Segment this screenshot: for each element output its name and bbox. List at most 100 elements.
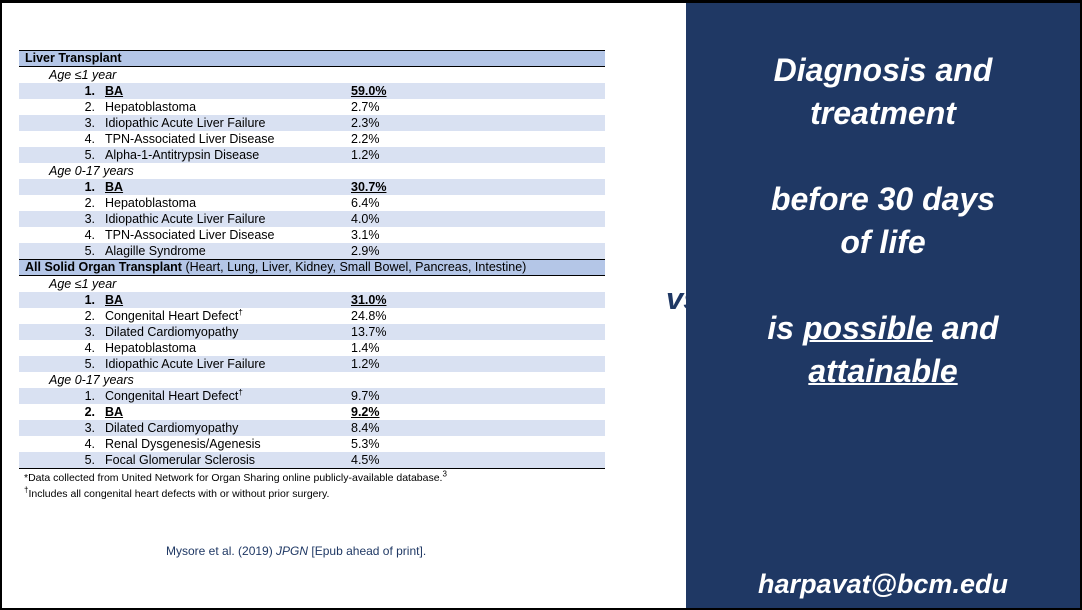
- rank-number: 1.: [84, 180, 95, 194]
- age-group-label: Age ≤1 year: [49, 68, 117, 82]
- diagnosis-name: Dilated Cardiomyopathy: [105, 324, 238, 340]
- diagnosis-text: Hepatoblastoma: [105, 341, 197, 355]
- headline-line: of life: [840, 224, 926, 260]
- table-row: 1. BA 30.7%: [19, 179, 605, 195]
- percentage: 4.5%: [351, 453, 380, 467]
- table-row: 2. Hepatoblastoma 6.4%: [19, 195, 605, 211]
- percentage: 2.9%: [351, 244, 380, 258]
- table-bottom-rule: [19, 468, 605, 469]
- diagnosis-name: Dilated Cardiomyopathy: [105, 420, 238, 436]
- diagnosis-text: BA: [105, 84, 124, 98]
- percentage: 9.2%: [351, 405, 380, 419]
- diagnosis-text: Dilated Cardiomyopathy: [105, 421, 239, 435]
- diagnosis-text: BA: [105, 405, 124, 419]
- age-group-label: Age ≤1 year: [49, 277, 117, 291]
- diagnosis-name: Renal Dysgenesis/Agenesis: [105, 436, 261, 452]
- table-row: 2. Hepatoblastoma 2.7%: [19, 99, 605, 115]
- rank-number: 2.: [84, 100, 95, 114]
- percentage: 1.4%: [351, 341, 380, 355]
- section-header: Liver Transplant: [19, 50, 605, 67]
- rank-number: 5.: [84, 357, 95, 371]
- diagnosis-text: Idiopathic Acute Liver Failure: [105, 357, 266, 371]
- section-header: All Solid Organ Transplant (Heart, Lung,…: [19, 259, 605, 276]
- diagnosis-name: BA: [105, 404, 123, 420]
- table-row: 1. Congenital Heart Defect† 9.7%: [19, 388, 605, 404]
- rank-number: 4.: [84, 132, 95, 146]
- percentage: 1.2%: [351, 357, 380, 371]
- percentage: 31.0%: [351, 293, 387, 307]
- section-title: All Solid Organ Transplant: [25, 260, 182, 274]
- percentage: 1.2%: [351, 148, 380, 162]
- table-row: 1. BA 31.0%: [19, 292, 605, 308]
- table-row: 3. Idiopathic Acute Liver Failure 4.0%: [19, 211, 605, 227]
- rank-number: 3.: [84, 421, 95, 435]
- diagnosis-text: BA: [105, 293, 124, 307]
- dagger-mark: †: [238, 307, 243, 317]
- diagnosis-name: Hepatoblastoma: [105, 99, 196, 115]
- percentage: 59.0%: [351, 84, 387, 98]
- slide: Liver Transplant Age ≤1 year 1. BA 59.0% 2. He…: [2, 3, 1080, 608]
- table-row: 4. Hepatoblastoma 1.4%: [19, 340, 605, 356]
- diagnosis-text: Congenital Heart Defect: [105, 389, 239, 403]
- percentage: 2.3%: [351, 116, 380, 130]
- diagnosis-name: Hepatoblastoma: [105, 195, 196, 211]
- rank-number: 3.: [84, 325, 95, 339]
- diagnosis-text: TPN-Associated Liver Disease: [105, 228, 275, 242]
- age-group-label: Age 0-17 years: [49, 373, 134, 387]
- rank-number: 2.: [84, 405, 95, 419]
- rank-number: 3.: [84, 116, 95, 130]
- rank-number: 4.: [84, 341, 95, 355]
- diagnosis-name: Idiopathic Acute Liver Failure: [105, 356, 266, 372]
- table-row: 5. Alpha-1-Antitrypsin Disease 1.2%: [19, 147, 605, 163]
- diagnosis-text: Hepatoblastoma: [105, 100, 197, 114]
- table-row: 3. Dilated Cardiomyopathy 8.4%: [19, 420, 605, 436]
- percentage: 13.7%: [351, 325, 387, 339]
- percentage: 24.8%: [351, 309, 387, 323]
- table-row: 5. Idiopathic Acute Liver Failure 1.2%: [19, 356, 605, 372]
- section-title: Liver Transplant: [25, 51, 122, 65]
- diagnosis-name: Focal Glomerular Sclerosis: [105, 452, 255, 468]
- citation: Mysore et al. (2019) JPGN [Epub ahead of…: [166, 544, 427, 558]
- right-panel: Diagnosis and treatment before 30 days o…: [686, 3, 1080, 608]
- diagnosis-text: Congenital Heart Defect: [105, 309, 239, 323]
- diagnosis-name: BA: [105, 292, 123, 308]
- percentage: 2.7%: [351, 100, 380, 114]
- contact-email: harpavat@bcm.edu: [758, 569, 1008, 599]
- table-row: 5. Alagille Syndrome 2.9%: [19, 243, 605, 259]
- transplant-table: Liver Transplant Age ≤1 year 1. BA 59.0% 2. He…: [19, 50, 605, 469]
- headline-line: Diagnosis and: [773, 52, 993, 88]
- percentage: 4.0%: [351, 212, 380, 226]
- rank-number: 3.: [84, 212, 95, 226]
- table-row: 2. BA 9.2%: [19, 404, 605, 420]
- table-row: 4. TPN-Associated Liver Disease 2.2%: [19, 131, 605, 147]
- percentage: 6.4%: [351, 196, 380, 210]
- diagnosis-name: Congenital Heart Defect†: [105, 388, 243, 404]
- section-subtitle: (Heart, Lung, Liver, Kidney, Small Bowel…: [181, 260, 527, 274]
- diagnosis-text: Alagille Syndrome: [105, 244, 206, 258]
- diagnosis-name: Alpha-1-Antitrypsin Disease: [105, 147, 259, 163]
- rank-number: 1.: [84, 389, 95, 403]
- percentage: 3.1%: [351, 228, 380, 242]
- headline: Diagnosis and treatment before 30 days o…: [686, 49, 1080, 393]
- diagnosis-text: Focal Glomerular Sclerosis: [105, 453, 256, 467]
- diagnosis-name: Hepatoblastoma: [105, 340, 196, 356]
- table-row: 3. Idiopathic Acute Liver Failure 2.3%: [19, 115, 605, 131]
- headline-line: before 30 days: [770, 181, 996, 217]
- rank-number: 4.: [84, 437, 95, 451]
- table-row: 4. TPN-Associated Liver Disease 3.1%: [19, 227, 605, 243]
- diagnosis-text: BA: [105, 180, 124, 194]
- rank-number: 5.: [84, 244, 95, 258]
- footnote-heart-defects: †Includes all congenital heart defects w…: [24, 485, 330, 500]
- headline-line: attainable: [808, 353, 958, 389]
- rank-number: 1.: [84, 84, 95, 98]
- diagnosis-name: Congenital Heart Defect†: [105, 308, 243, 324]
- rank-number: 2.: [84, 309, 95, 323]
- rank-number: 4.: [84, 228, 95, 242]
- diagnosis-name: BA: [105, 179, 123, 195]
- table-row: 5. Focal Glomerular Sclerosis 4.5%: [19, 452, 605, 468]
- diagnosis-name: Idiopathic Acute Liver Failure: [105, 115, 266, 131]
- diagnosis-text: Alpha-1-Antitrypsin Disease: [105, 148, 260, 162]
- percentage: 30.7%: [351, 180, 387, 194]
- table-row: 1. BA 59.0%: [19, 83, 605, 99]
- headline-line: treatment: [810, 95, 956, 131]
